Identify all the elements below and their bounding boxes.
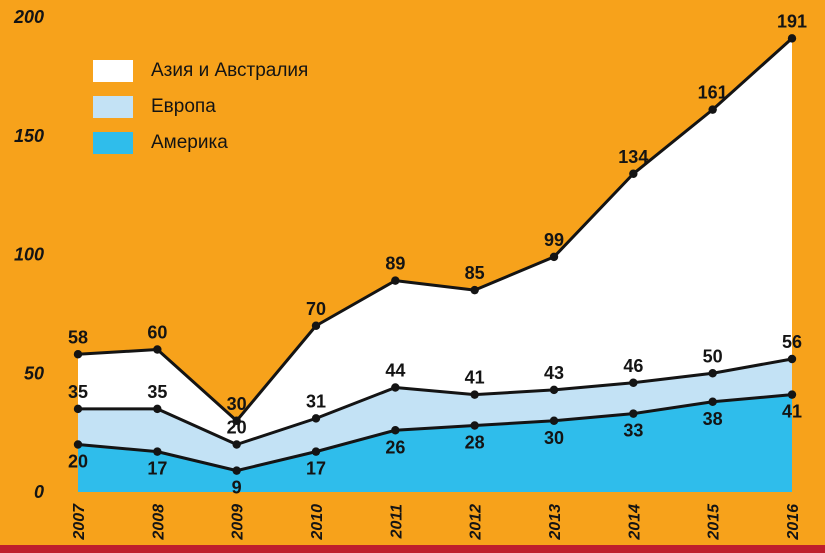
svg-text:50: 50 — [24, 363, 44, 383]
svg-text:28: 28 — [465, 433, 485, 453]
svg-text:2007: 2007 — [71, 503, 88, 541]
svg-text:30: 30 — [544, 428, 564, 448]
svg-text:2010: 2010 — [309, 504, 326, 541]
svg-text:35: 35 — [68, 382, 88, 402]
svg-text:191: 191 — [777, 11, 807, 31]
svg-text:31: 31 — [306, 391, 326, 411]
svg-text:2013: 2013 — [547, 504, 564, 541]
svg-text:70: 70 — [306, 299, 326, 319]
legend-label-europe: Европа — [151, 96, 216, 117]
svg-text:56: 56 — [782, 332, 802, 352]
svg-text:89: 89 — [385, 254, 405, 274]
svg-text:44: 44 — [385, 361, 405, 381]
svg-text:50: 50 — [703, 346, 723, 366]
bottom-accent-bar — [0, 545, 825, 553]
legend-label-asia-australia: Азия и Австралия — [151, 60, 309, 81]
svg-text:2015: 2015 — [706, 503, 723, 541]
legend-label-america: Америка — [151, 132, 228, 153]
legend-swatch-europe — [93, 96, 133, 118]
svg-text:2011: 2011 — [388, 504, 405, 540]
svg-text:2016: 2016 — [785, 504, 802, 541]
svg-text:100: 100 — [14, 245, 44, 265]
legend-item-asia: Азия и Австралия — [93, 60, 308, 82]
svg-text:17: 17 — [306, 459, 326, 479]
svg-text:43: 43 — [544, 363, 564, 383]
svg-text:9: 9 — [232, 478, 242, 498]
svg-text:41: 41 — [465, 368, 485, 388]
svg-text:2008: 2008 — [150, 504, 167, 541]
legend-swatch-asia-australia — [93, 60, 133, 82]
svg-text:85: 85 — [465, 263, 485, 283]
svg-text:20: 20 — [227, 418, 247, 438]
legend-swatch-america — [93, 132, 133, 154]
svg-text:33: 33 — [623, 421, 643, 441]
svg-text:0: 0 — [34, 482, 44, 502]
svg-text:2014: 2014 — [626, 504, 643, 541]
legend-item-europe: Европа — [93, 96, 308, 118]
svg-text:161: 161 — [698, 83, 728, 103]
svg-text:38: 38 — [703, 409, 723, 429]
svg-text:200: 200 — [13, 7, 44, 27]
svg-text:58: 58 — [68, 327, 88, 347]
svg-text:2012: 2012 — [468, 504, 485, 541]
svg-text:134: 134 — [618, 147, 648, 167]
svg-text:60: 60 — [147, 323, 167, 343]
svg-text:46: 46 — [623, 356, 643, 376]
svg-text:17: 17 — [147, 459, 167, 479]
svg-text:35: 35 — [147, 382, 167, 402]
svg-text:41: 41 — [782, 402, 802, 422]
legend: Азия и Австралия Европа Америка — [93, 60, 308, 154]
svg-text:26: 26 — [385, 437, 405, 457]
legend-item-america: Америка — [93, 132, 308, 154]
svg-text:20: 20 — [68, 452, 88, 472]
svg-text:2009: 2009 — [230, 504, 247, 541]
svg-text:150: 150 — [14, 126, 44, 146]
svg-text:99: 99 — [544, 230, 564, 250]
svg-text:30: 30 — [227, 394, 247, 414]
